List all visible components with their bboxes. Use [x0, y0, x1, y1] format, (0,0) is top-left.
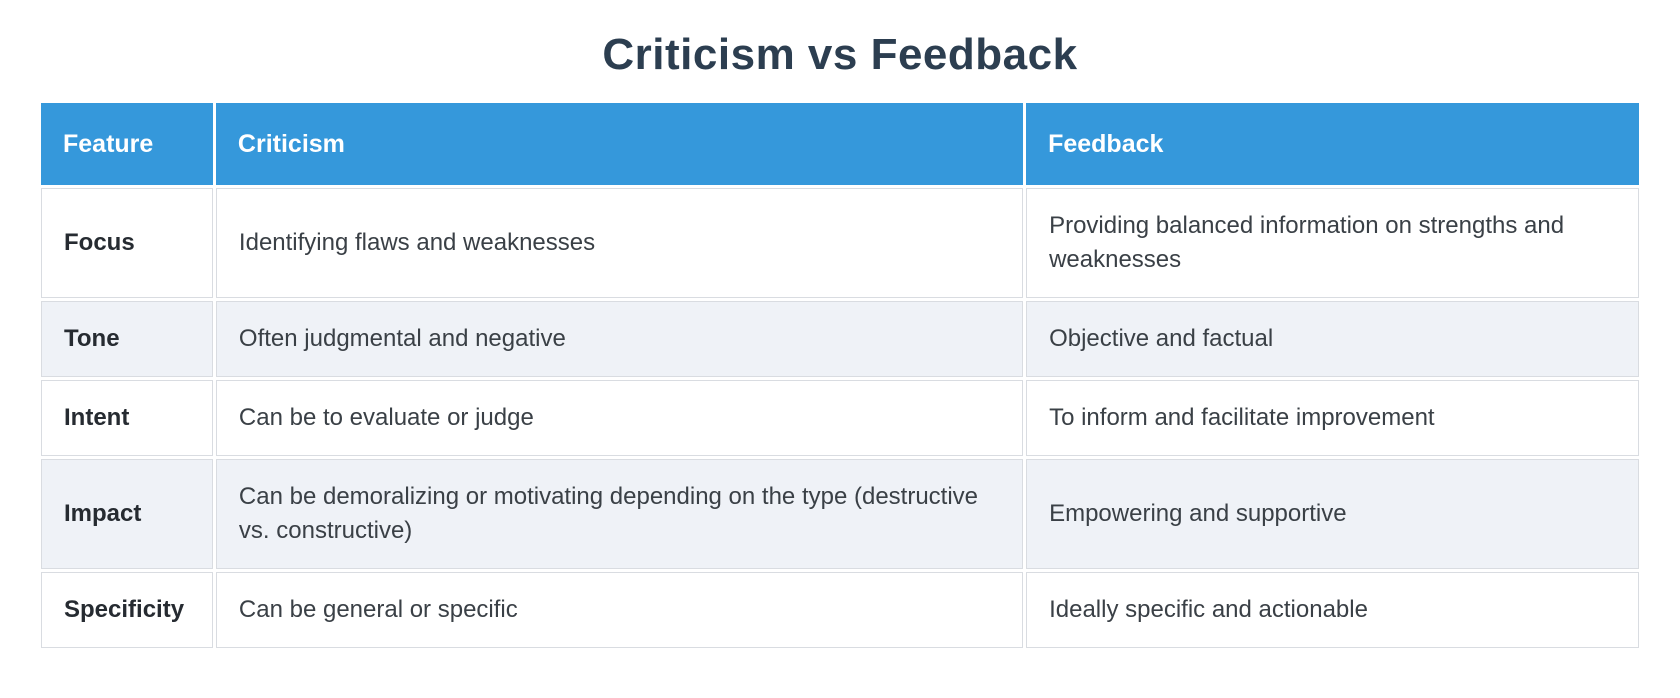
feedback-cell: Ideally specific and actionable — [1026, 572, 1639, 648]
feature-cell: Intent — [41, 380, 213, 456]
feature-cell: Tone — [41, 301, 213, 377]
table-row-tone: Tone Often judgmental and negative Objec… — [41, 301, 1639, 377]
table-row-specificity: Specificity Can be general or specific I… — [41, 572, 1639, 648]
table-container: Feature Criticism Feedback Focus Identif… — [38, 100, 1642, 651]
criticism-cell: Can be general or specific — [215, 572, 1024, 648]
feature-cell: Focus — [41, 188, 213, 298]
feature-cell: Specificity — [41, 572, 213, 648]
table-row-focus: Focus Identifying flaws and weaknesses P… — [41, 188, 1639, 298]
header-cell-feature: Feature — [41, 103, 213, 185]
criticism-cell: Often judgmental and negative — [215, 301, 1024, 377]
feedback-cell: Providing balanced information on streng… — [1026, 188, 1639, 298]
table-row-intent: Intent Can be to evaluate or judge To in… — [41, 380, 1639, 456]
feedback-cell: Empowering and supportive — [1026, 459, 1639, 569]
header-cell-criticism: Criticism — [215, 103, 1024, 185]
feedback-cell: To inform and facilitate improvement — [1026, 380, 1639, 456]
criticism-cell: Identifying flaws and weaknesses — [215, 188, 1024, 298]
page-title: Criticism vs Feedback — [602, 30, 1078, 79]
criticism-cell: Can be demoralizing or motivating depend… — [215, 459, 1024, 569]
table-row-impact: Impact Can be demoralizing or motivating… — [41, 459, 1639, 569]
criticism-cell: Can be to evaluate or judge — [215, 380, 1024, 456]
comparison-table: Feature Criticism Feedback Focus Identif… — [38, 100, 1642, 651]
table-header-row: Feature Criticism Feedback — [41, 103, 1639, 185]
feedback-cell: Objective and factual — [1026, 301, 1639, 377]
header-cell-feedback: Feedback — [1026, 103, 1639, 185]
feature-cell: Impact — [41, 459, 213, 569]
